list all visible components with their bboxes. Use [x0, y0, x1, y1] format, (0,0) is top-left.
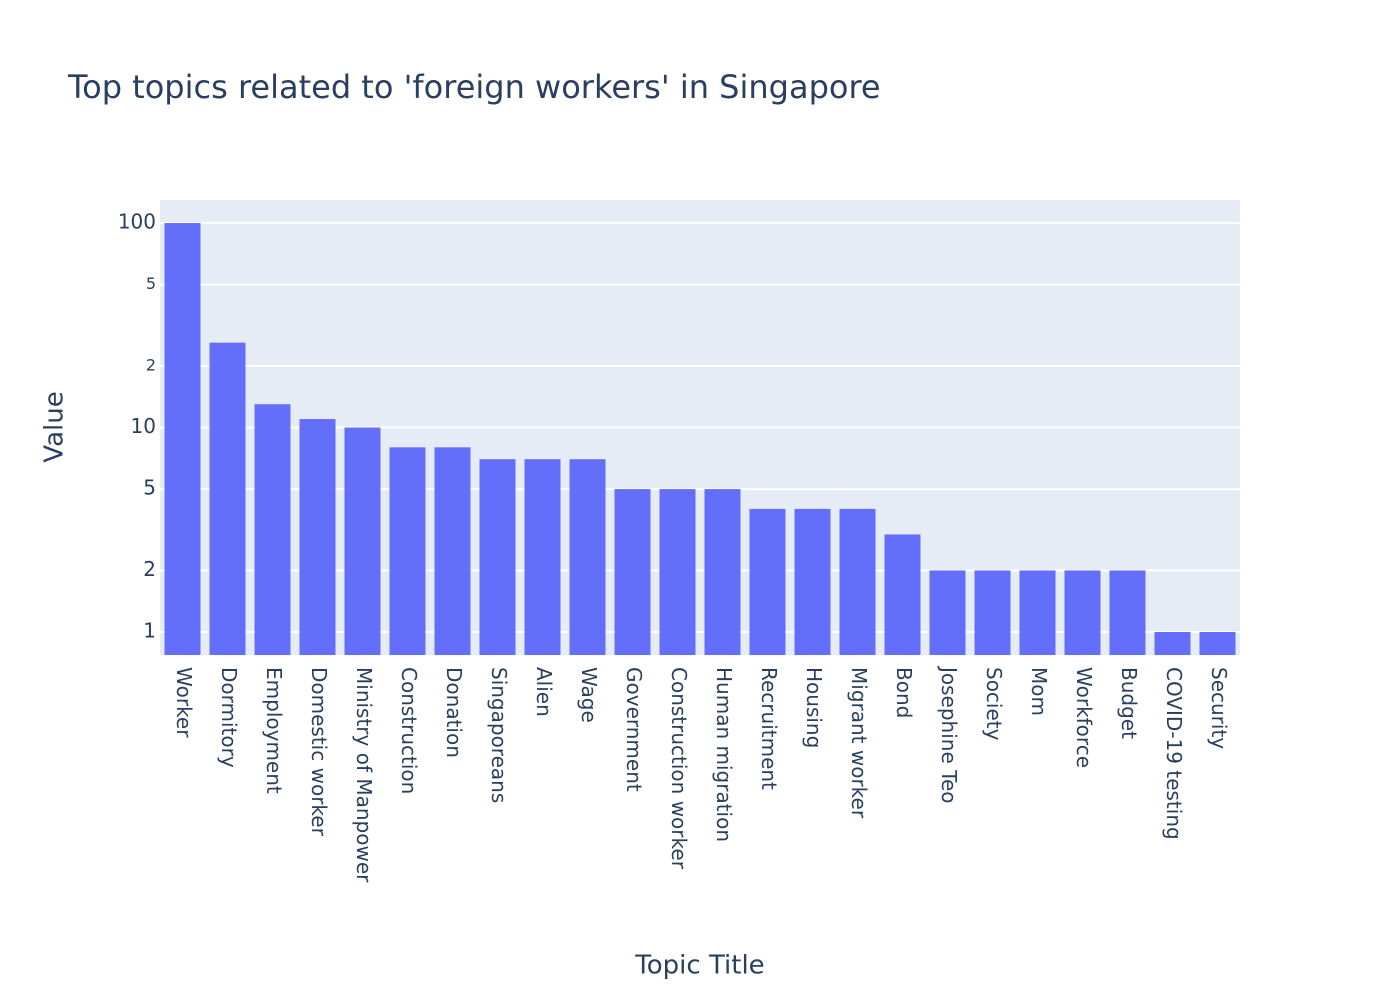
x-tick-label: Human migration: [712, 667, 736, 842]
x-tick-label: Dormitory: [217, 667, 241, 768]
x-tick-label: Bond: [892, 667, 916, 718]
bar: [389, 447, 426, 655]
bar: [929, 570, 966, 655]
bar: [704, 489, 741, 655]
bar: [344, 427, 381, 655]
bar: [1019, 570, 1056, 655]
bar: [524, 459, 561, 655]
y-tick-label: 1: [143, 619, 156, 643]
x-tick-label: Alien: [532, 667, 556, 717]
x-tick-label: Worker: [172, 667, 196, 738]
bar: [209, 342, 246, 655]
chart-title: Top topics related to 'foreign workers' …: [67, 68, 881, 106]
bar: [479, 459, 516, 655]
y-tick-label: 100: [118, 210, 156, 234]
bar: [1109, 570, 1146, 655]
x-axis-title: Topic Title: [634, 951, 764, 981]
x-tick-label: Construction worker: [667, 667, 691, 870]
y-axis-title: Value: [40, 391, 70, 462]
bar: [749, 508, 786, 655]
x-tick-label: Migrant worker: [847, 667, 871, 819]
x-tick-label: Employment: [262, 667, 286, 794]
x-tick-label: Society: [982, 667, 1006, 741]
x-tick-label: Budget: [1117, 667, 1141, 739]
y-tick-label: 5: [143, 476, 156, 500]
x-tick-label: Government: [622, 667, 646, 792]
bar: [434, 447, 471, 655]
bar: [299, 419, 336, 655]
y-tick-label: 5: [146, 274, 156, 293]
bar: [839, 508, 876, 655]
bar: [794, 508, 831, 655]
bar: [569, 459, 606, 655]
y-tick-label: 2: [143, 557, 156, 581]
x-tick-label: Construction: [397, 667, 421, 794]
x-tick-label: Mom: [1027, 667, 1051, 716]
bar: [1154, 632, 1191, 655]
x-tick-label: Recruitment: [757, 667, 781, 790]
x-tick-label: Domestic worker: [307, 667, 331, 837]
x-tick-label: Housing: [802, 667, 826, 748]
x-tick-label: COVID-19 testing: [1162, 667, 1186, 840]
bar: [884, 534, 921, 655]
x-tick-label: Wage: [577, 667, 601, 723]
y-tick-label: 2: [146, 355, 156, 374]
x-tick-label: Ministry of Manpower: [352, 667, 376, 883]
bar: [974, 570, 1011, 655]
x-tick-label: Workforce: [1072, 667, 1096, 768]
bar: [614, 489, 651, 655]
bar: [659, 489, 696, 655]
x-tick-label: Donation: [442, 667, 466, 758]
x-tick-label: Josephine Teo: [937, 665, 961, 803]
bar: [164, 223, 201, 655]
x-tick-label: Security: [1207, 667, 1231, 749]
x-tick-label: Singaporeans: [487, 667, 511, 803]
bar: [254, 404, 291, 655]
y-tick-label: 10: [131, 414, 156, 438]
bar: [1064, 570, 1101, 655]
bar: [1199, 632, 1236, 655]
